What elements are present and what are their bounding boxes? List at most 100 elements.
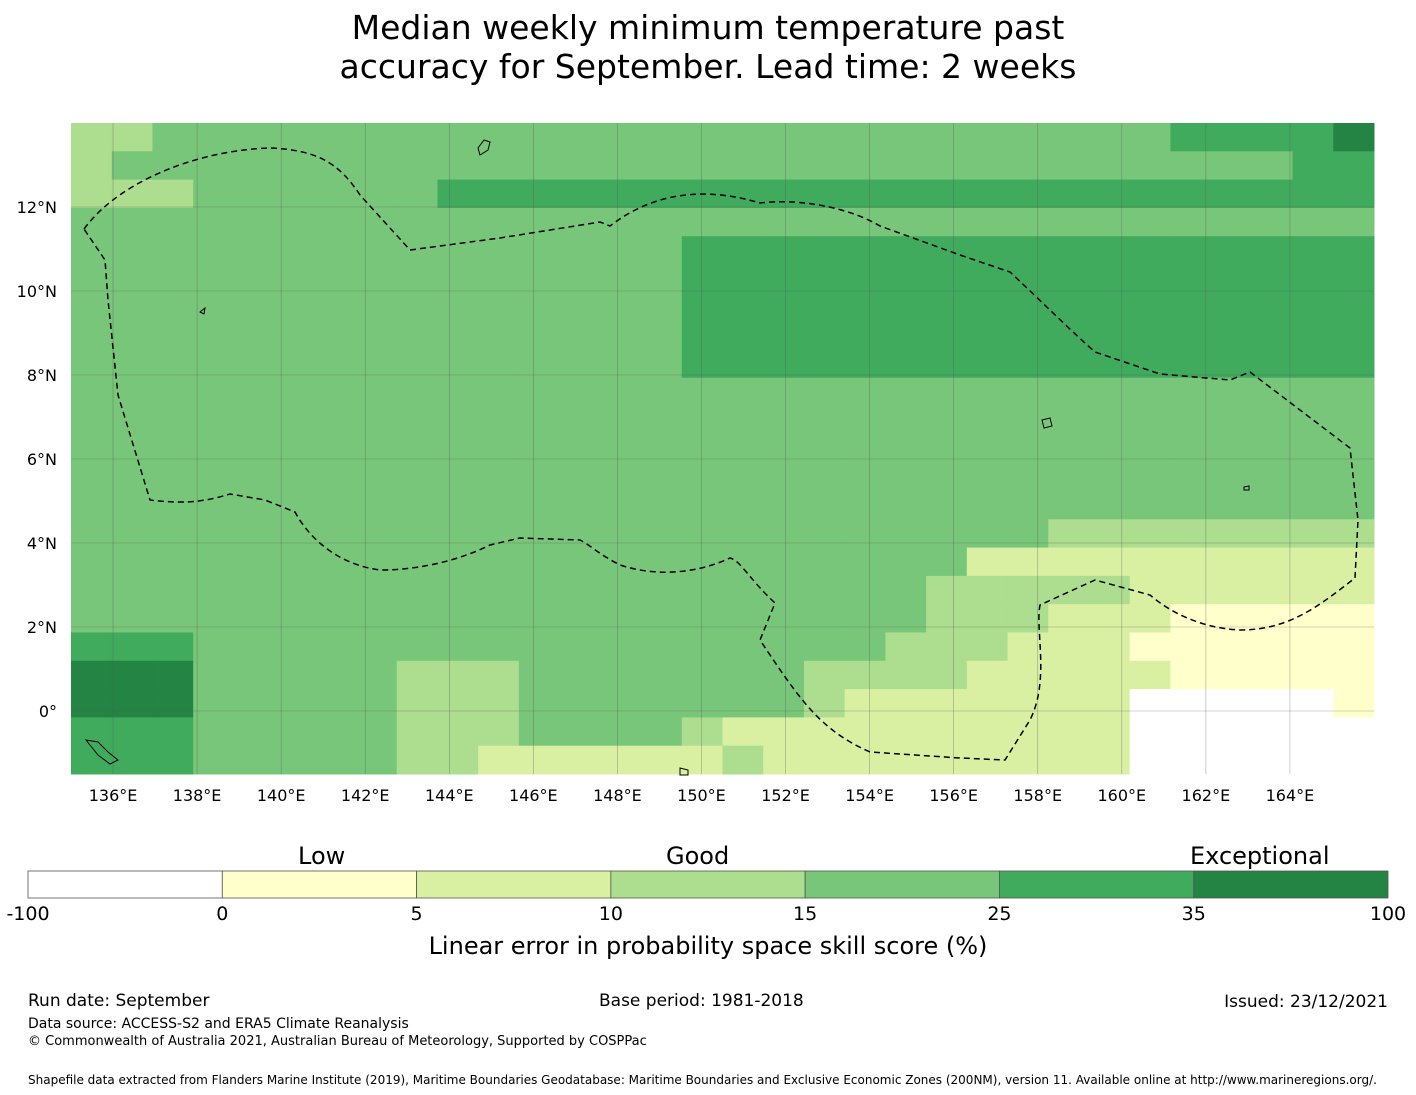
grid-cell — [1292, 604, 1334, 633]
grid-cell — [681, 660, 723, 690]
grid-cell — [641, 745, 683, 775]
grid-cell — [152, 377, 194, 407]
grid-cell — [233, 349, 276, 379]
grid-cell — [274, 321, 316, 350]
grid-cell — [966, 604, 1009, 633]
grid-cell — [315, 745, 357, 775]
grid-cell — [1251, 349, 1294, 379]
grid-cell — [1333, 264, 1375, 294]
grid-cell — [844, 321, 886, 350]
grid-cell — [966, 207, 1009, 237]
grid-cell — [274, 179, 316, 209]
grid-cell — [274, 349, 316, 379]
grid-cell — [1088, 745, 1131, 775]
grid-cell — [1211, 406, 1253, 435]
grid-cell — [1048, 519, 1090, 549]
colorbar-swatch — [1193, 870, 1389, 899]
grid-cell — [926, 519, 968, 549]
grid-cell — [193, 292, 235, 322]
grid-cell — [885, 321, 927, 350]
colorbar-label-low: Low — [298, 842, 346, 870]
grid-cell — [1170, 745, 1212, 775]
grid-cell — [1211, 604, 1253, 633]
grid-cell — [437, 406, 479, 435]
grid-cell — [763, 519, 805, 549]
grid-cell — [1333, 321, 1375, 350]
grid-cell — [600, 321, 642, 350]
grid-cell — [803, 236, 846, 266]
grid-cell — [1129, 207, 1171, 237]
grid-cell — [1251, 689, 1294, 718]
grid-cell — [844, 519, 886, 549]
grid-cell — [1129, 434, 1171, 464]
colorbar-swatch — [221, 870, 417, 899]
grid-cell — [1333, 547, 1375, 577]
grid-cell — [722, 660, 764, 690]
grid-cell — [803, 490, 846, 520]
grid-cell — [478, 604, 520, 633]
grid-cell — [1088, 689, 1131, 718]
grid-cell — [1211, 490, 1253, 520]
grid-cell — [193, 660, 235, 690]
grid-cell — [396, 434, 438, 464]
grid-cell — [71, 604, 113, 633]
grid-cell — [926, 434, 968, 464]
grid-cell — [111, 151, 153, 181]
grid-cell — [681, 745, 723, 775]
grid-cell — [1211, 632, 1253, 662]
colorbar-tick-label: 25 — [987, 903, 1012, 925]
grid-cell — [1292, 349, 1334, 379]
grid-cell — [233, 547, 276, 577]
grid-cell — [274, 745, 316, 775]
grid-cell — [926, 179, 968, 209]
grid-cell — [803, 689, 846, 718]
grid-cell — [1129, 123, 1171, 152]
grid-cell — [518, 604, 561, 633]
grid-cell — [966, 292, 1009, 322]
grid-cell — [966, 490, 1009, 520]
grid-cell — [966, 434, 1009, 464]
grid-cell — [1170, 519, 1212, 549]
grid-cell — [478, 462, 520, 492]
grid-cell — [926, 575, 968, 605]
grid-cell — [1007, 377, 1049, 407]
grid-cell — [722, 462, 764, 492]
grid-cell — [885, 434, 927, 464]
grid-cell — [1048, 689, 1090, 718]
grid-cell — [1088, 207, 1131, 237]
islands — [84, 139, 1250, 776]
grid-cell — [1129, 292, 1171, 322]
grid-cell — [1211, 689, 1253, 718]
grid-cell — [152, 632, 194, 662]
grid-cell — [315, 349, 357, 379]
grid-cell — [315, 406, 357, 435]
grid-cell — [722, 349, 764, 379]
grid-cell — [1333, 207, 1375, 237]
x-tick-label: 148°E — [593, 786, 642, 805]
grid-cell — [641, 406, 683, 435]
grid-cell — [193, 745, 235, 775]
grid-cell — [1292, 292, 1334, 322]
grid-cell — [1007, 689, 1049, 718]
grid-cell — [111, 604, 153, 633]
grid-cell — [1088, 490, 1131, 520]
grid-cell — [111, 123, 153, 152]
grid-cell — [1251, 123, 1294, 152]
island — [679, 767, 689, 776]
grid-cell — [803, 717, 846, 747]
grid-cell — [559, 179, 601, 209]
grid-cell — [763, 434, 805, 464]
grid-cell — [803, 207, 846, 237]
grid-cell — [1211, 207, 1253, 237]
grid-cell — [1333, 689, 1375, 718]
grid-cell — [518, 632, 561, 662]
grid-cell — [152, 604, 194, 633]
grid-cell — [559, 632, 601, 662]
grid-cell — [1007, 660, 1049, 690]
grid-cell — [681, 349, 723, 379]
grid-cell — [763, 321, 805, 350]
grid-cell — [193, 264, 235, 294]
grid-cell — [722, 377, 764, 407]
colorbar-axis-label: Linear error in probability space skill … — [428, 932, 988, 960]
grid-cell — [966, 123, 1009, 152]
